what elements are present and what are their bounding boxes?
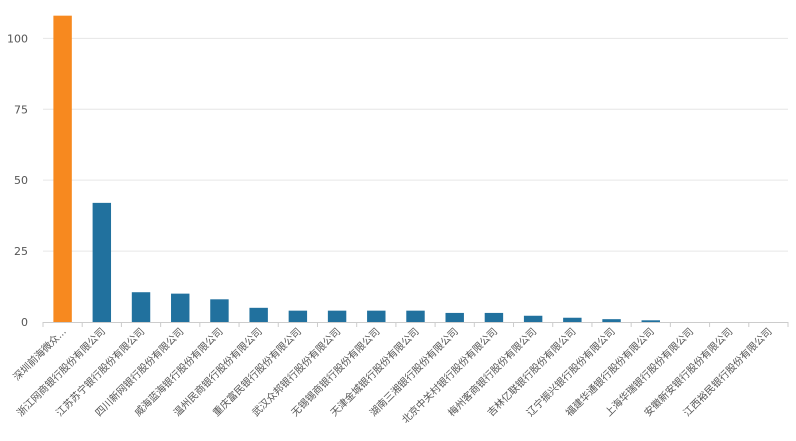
bar[interactable] <box>249 307 268 322</box>
y-tick-label: 0 <box>21 316 28 329</box>
bar[interactable] <box>171 293 190 322</box>
bar[interactable] <box>563 317 582 322</box>
bar[interactable] <box>484 312 504 322</box>
bar[interactable] <box>367 310 386 322</box>
y-tick-label: 100 <box>7 32 28 45</box>
y-tick-label: 25 <box>14 245 28 258</box>
bar[interactable] <box>641 320 660 322</box>
x-axis-ticks <box>42 322 789 327</box>
bar[interactable] <box>92 202 112 322</box>
y-axis-tick-labels: 0 25 50 75 100 <box>7 32 28 329</box>
gridlines <box>43 37 788 252</box>
x-axis-tick-labels: 深圳前海微众...浙江网商银行股份有限公司江苏苏宁银行股份有限公司四川新网银行股… <box>10 325 774 426</box>
y-tick-label: 50 <box>14 174 28 187</box>
bar[interactable] <box>406 310 425 322</box>
bar[interactable] <box>327 310 347 322</box>
bar[interactable] <box>602 319 621 322</box>
bar[interactable] <box>445 312 464 322</box>
bar[interactable] <box>210 299 229 322</box>
bar[interactable] <box>288 310 308 322</box>
bars <box>53 15 660 322</box>
bar[interactable] <box>53 15 72 322</box>
bar[interactable] <box>131 292 151 322</box>
y-tick-label: 75 <box>14 103 28 116</box>
bar[interactable] <box>523 315 543 322</box>
